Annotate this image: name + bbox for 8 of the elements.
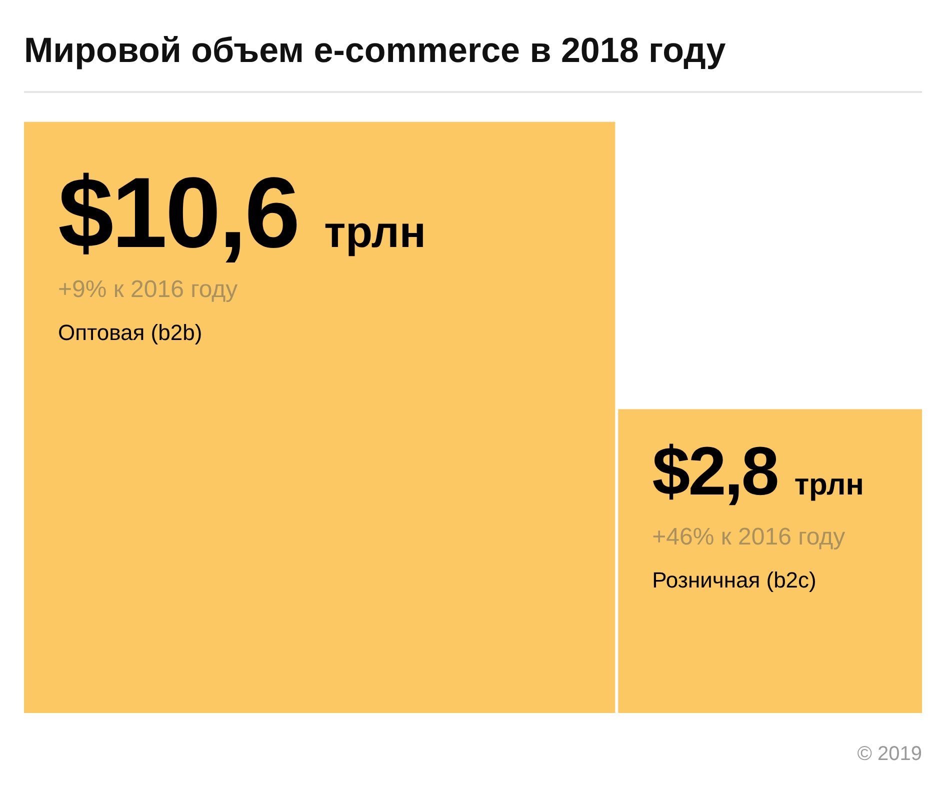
text: +9% к 2016 году: [58, 276, 238, 303]
data-label: $2,8 трлн: [652, 434, 864, 510]
text: Мировой объем e-commerce в 2018 году: [24, 31, 726, 70]
text: +46% к 2016 году: [652, 524, 846, 551]
data-label: $10,6 трлн: [58, 156, 426, 269]
category-label: Розничная (b2c): [652, 568, 816, 593]
category-label: Оптовая (b2b): [58, 320, 202, 345]
text: © 2019: [857, 743, 922, 765]
